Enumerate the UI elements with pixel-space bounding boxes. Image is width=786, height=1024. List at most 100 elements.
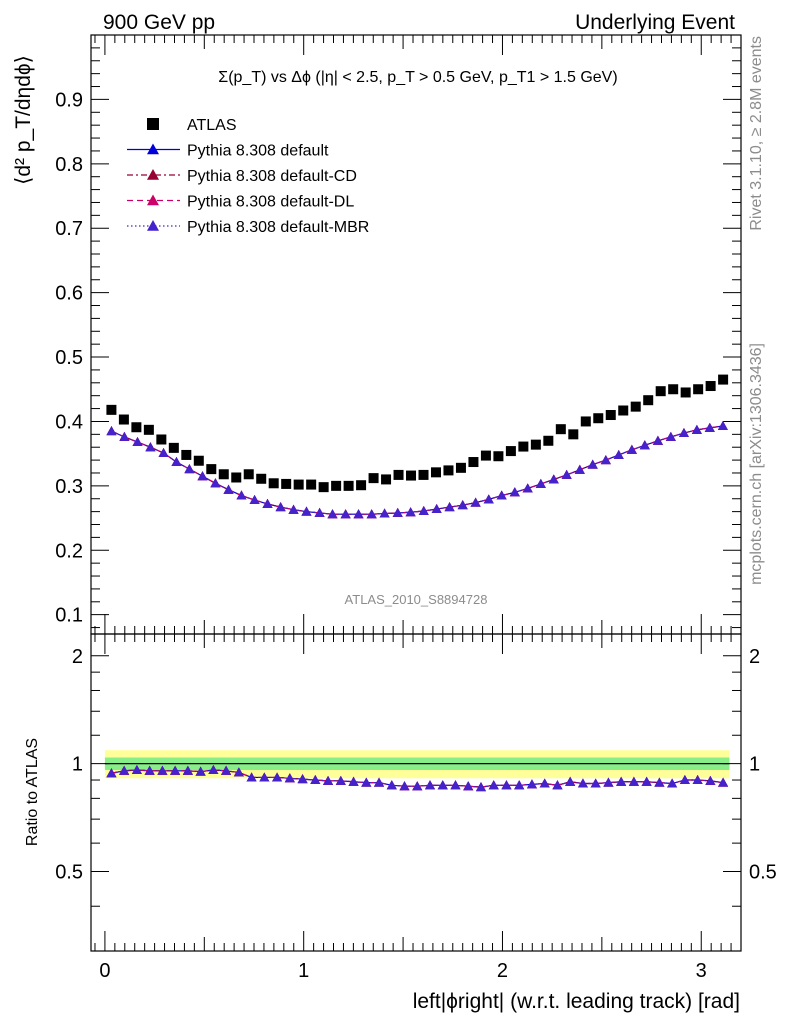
legend-marker — [147, 220, 159, 231]
series-point — [535, 478, 546, 488]
y-tick-label: 0.2 — [55, 540, 83, 562]
series-point — [340, 509, 351, 519]
legend-marker — [147, 194, 159, 206]
data-point — [406, 470, 417, 481]
ratio-point — [475, 782, 486, 792]
data-point — [268, 478, 279, 489]
header-right: Underlying Event — [575, 11, 735, 34]
data-point — [605, 410, 616, 421]
data-point — [530, 439, 541, 450]
data-point — [555, 424, 566, 435]
ratio-point — [386, 780, 397, 790]
ratio-y-axis-label: Ratio to ATLAS — [24, 738, 41, 846]
ratio-tick-label-right: 0.5 — [749, 862, 777, 884]
data-point — [493, 451, 504, 462]
data-point — [181, 449, 192, 460]
ratio-point — [119, 765, 130, 775]
header-left: 900 GeV pp — [103, 11, 215, 34]
ratio-point — [616, 776, 627, 786]
series-point — [392, 507, 403, 517]
series-point — [691, 424, 702, 434]
ratio-point — [590, 778, 601, 788]
series-point — [704, 422, 715, 432]
data-point — [218, 469, 229, 480]
y-tick-label: 0.3 — [55, 476, 83, 498]
data-point — [543, 435, 554, 446]
series-point — [652, 435, 663, 445]
data-point — [143, 424, 154, 435]
series-point — [509, 487, 520, 497]
ratio-point — [170, 765, 181, 775]
ratio-point — [323, 775, 334, 785]
ratio-point — [374, 777, 385, 787]
ratio-series — [106, 764, 729, 792]
series-point — [327, 509, 338, 519]
ratio-point — [603, 777, 614, 787]
x-tick-label: 1 — [298, 960, 309, 982]
series-point — [431, 504, 442, 514]
y-tick-label: 0.9 — [55, 89, 83, 111]
series-point — [132, 437, 143, 447]
ratio-tick-label: 0.5 — [55, 862, 83, 884]
series-point — [353, 509, 364, 519]
series-point — [548, 474, 559, 484]
ratio-point — [106, 768, 117, 778]
ratio-tick-label-right: 2 — [749, 646, 760, 668]
ratio-tick-label: 1 — [72, 754, 83, 776]
ratio-point — [182, 765, 193, 775]
ratio-point — [259, 772, 270, 782]
ratio-point — [246, 772, 257, 782]
data-point — [118, 414, 129, 425]
data-point — [443, 465, 454, 476]
series-point — [275, 502, 286, 512]
series-point — [613, 449, 624, 459]
data-point — [430, 467, 441, 478]
series-point — [678, 428, 689, 438]
legend-label-data: ATLAS — [187, 117, 237, 134]
ratio-point — [144, 765, 155, 775]
data-point — [568, 429, 579, 440]
data-point — [193, 455, 204, 466]
series-point — [639, 440, 650, 450]
ratio-point — [284, 773, 295, 783]
series-point — [314, 507, 325, 517]
data-point — [643, 395, 654, 406]
data-point — [593, 413, 604, 424]
data-point — [368, 473, 379, 484]
series-point — [184, 464, 195, 474]
y-tick-label: 0.8 — [55, 154, 83, 176]
legend-marker — [147, 169, 159, 180]
mcplots-label: mcplots.cern.ch [arXiv:1306.3436] — [748, 343, 765, 585]
ratio-x-ticks — [94, 634, 732, 951]
series-point — [223, 484, 234, 494]
data-point — [256, 473, 267, 484]
ratio-point — [425, 780, 436, 790]
main-series — [106, 374, 729, 519]
ratio-point — [272, 772, 283, 782]
legend: ATLAS Pythia 8.308 default Pythia 8.308 de… — [127, 117, 369, 236]
series-point — [444, 502, 455, 512]
series-line — [111, 425, 723, 515]
ratio-y-ticks: 0.5 0.5 1 1 2 2 — [55, 646, 777, 907]
data-point — [418, 469, 429, 480]
data-point — [231, 472, 242, 483]
main-x-ticks — [94, 35, 732, 634]
data-point — [331, 480, 342, 491]
data-point — [705, 381, 716, 392]
series-point — [288, 504, 299, 514]
ratio-point — [221, 765, 232, 775]
x-axis-label: left|ϕright| (w.r.t. leading track) [rad… — [413, 990, 740, 1013]
data-point — [655, 386, 666, 397]
data-point — [168, 442, 179, 453]
series-point — [236, 490, 247, 500]
data-point — [356, 480, 367, 491]
series-point — [366, 509, 377, 519]
x-tick-label: 2 — [497, 960, 508, 982]
ratio-point — [488, 780, 499, 790]
series-line — [111, 425, 723, 515]
ratio-point — [577, 778, 588, 788]
ratio-point — [705, 775, 716, 785]
series-point — [119, 431, 130, 441]
ratio-point — [552, 780, 563, 790]
